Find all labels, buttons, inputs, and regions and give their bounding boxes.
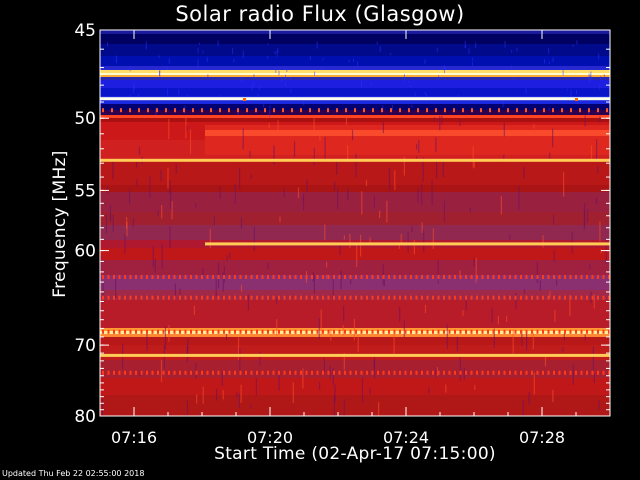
- plot-frame: [99, 29, 611, 417]
- y-axis-label: Frequency [MHz]: [50, 150, 70, 298]
- x-axis-label: Start Time (02-Apr-17 07:15:00): [214, 444, 496, 464]
- chart-title: Solar radio Flux (Glasgow): [175, 2, 465, 26]
- x-tick-label: 07:24: [383, 428, 429, 447]
- x-tick-label: 07:28: [519, 428, 565, 447]
- x-tick-label: 07:20: [247, 428, 293, 447]
- spectrogram-image: [100, 30, 610, 416]
- y-tick-label: 60: [74, 242, 96, 262]
- y-tick-label: 70: [74, 336, 96, 356]
- x-tick-label: 07:16: [111, 428, 157, 447]
- y-tick-label: 45: [74, 21, 96, 41]
- updated-timestamp: Updated Thu Feb 22 02:55:00 2018: [2, 469, 145, 478]
- y-tick-label: 80: [74, 407, 96, 427]
- y-tick-label: 50: [74, 109, 96, 129]
- y-axis: 45 50 55 60 70 80: [74, 21, 610, 427]
- x-axis: 07:16 07:20 07:24 07:28: [99, 30, 611, 447]
- y-tick-label: 55: [74, 181, 96, 201]
